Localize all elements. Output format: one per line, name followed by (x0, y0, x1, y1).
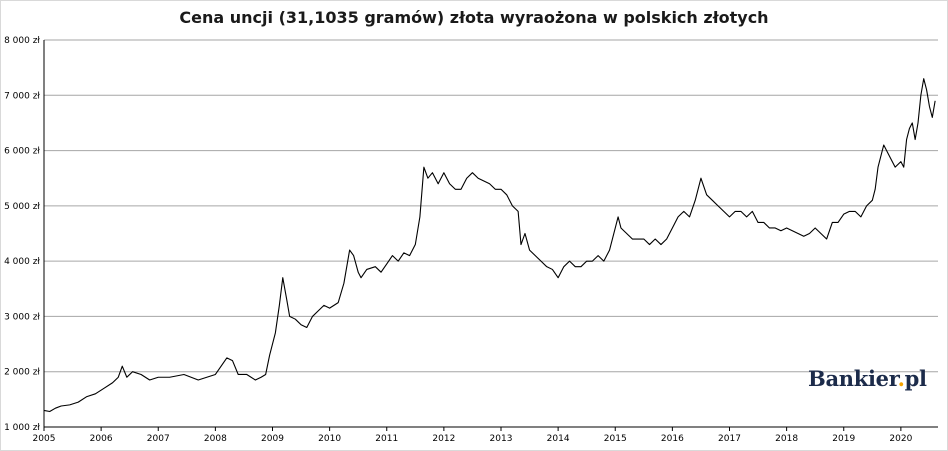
logo-text: Bankier (808, 366, 898, 391)
y-tick-label: 8 000 zł (4, 36, 40, 46)
x-tick-label: 2006 (90, 434, 113, 444)
y-tick-label: 5 000 zł (4, 202, 40, 212)
x-tick-label: 2012 (432, 434, 455, 444)
y-tick-label: 7 000 zł (4, 91, 40, 101)
y-tick-label: 6 000 zł (4, 147, 40, 157)
x-tick-label: 2005 (33, 434, 56, 444)
series-layer (43, 78, 936, 413)
x-tick-label: 2017 (718, 434, 741, 444)
y-tick-label: 1 000 zł (4, 423, 40, 433)
chart-title: Cena uncji (31,1035 gramów) złota wyraoż… (179, 8, 769, 27)
x-tick-label: 2010 (318, 434, 341, 444)
x-tick-label: 2018 (775, 434, 798, 444)
axes (43, 40, 938, 428)
x-tick-label: 2011 (375, 434, 398, 444)
x-tick-label: 2009 (261, 434, 284, 444)
gridlines (44, 39, 938, 373)
x-tick-label: 2015 (604, 434, 627, 444)
y-tick-label: 3 000 zł (4, 312, 40, 322)
x-tick-label: 2014 (547, 434, 570, 444)
y-axis-ticks: 1 000 zł 2 000 zł 3 000 zł 4 000 zł 5 000 zł… (4, 36, 40, 433)
y-tick-label: 4 000 zł (4, 257, 40, 267)
x-tick-label: 2016 (661, 434, 684, 444)
x-tick-label: 2019 (832, 434, 855, 444)
x-tick-label: 2007 (147, 434, 170, 444)
x-tick-label: 2020 (889, 434, 912, 444)
x-tick-label: 2013 (490, 434, 513, 444)
y-tick-label: 2 000 zł (4, 368, 40, 378)
series-line (43, 78, 936, 413)
x-axis-ticks: 2005 2006 2007 2008 2009 2010 2011 2012 2013 2014… (33, 427, 913, 444)
logo-suffix: pl (904, 366, 927, 391)
logo-dot: . (897, 366, 905, 391)
bankier-logo: Bankier.pl (808, 366, 927, 391)
x-tick-label: 2008 (204, 434, 227, 444)
